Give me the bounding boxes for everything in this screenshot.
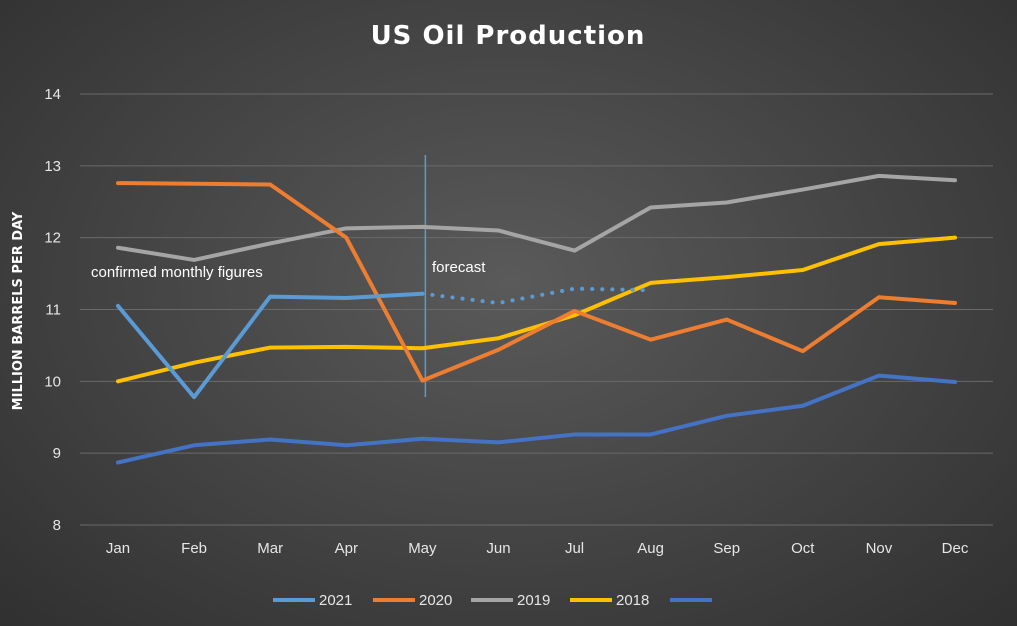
annotations: confirmed monthly figures forecast: [91, 259, 486, 281]
y-tick-label: 13: [44, 158, 61, 175]
series-forecast-line: [420, 286, 653, 306]
y-tick-label: 8: [53, 517, 61, 534]
x-tick-label: Jan: [106, 540, 130, 557]
y-tick-labels: 8 9 10 11 12 13 14: [44, 86, 61, 534]
annotation-confirmed: confirmed monthly figures: [91, 264, 263, 281]
legend-label: 2021: [319, 592, 352, 609]
x-tick-label: Sep: [713, 540, 740, 557]
x-tick-label: Apr: [335, 540, 358, 557]
chart-title: US Oil Production: [371, 21, 646, 51]
annotation-forecast: forecast: [432, 259, 486, 276]
x-tick-label: Aug: [637, 540, 664, 557]
legend: 2021 2020 2019 2018: [273, 592, 712, 609]
y-tick-label: 14: [44, 86, 61, 103]
y-tick-label: 12: [44, 230, 61, 247]
x-tick-label: Mar: [257, 540, 283, 557]
series-line: [116, 235, 957, 384]
series-line: [116, 291, 425, 400]
series-lines: [116, 173, 957, 465]
legend-label: 2019: [517, 592, 550, 609]
x-tick-label: Jul: [565, 540, 584, 557]
x-tick-label: Nov: [866, 540, 893, 557]
legend-label: 2018: [616, 592, 649, 609]
y-tick-label: 11: [45, 302, 61, 319]
x-tick-label: Oct: [791, 540, 815, 557]
x-tick-label: Jun: [486, 540, 510, 557]
series-line: [116, 373, 957, 465]
y-tick-label: 9: [53, 445, 61, 462]
legend-label: 2020: [419, 592, 452, 609]
x-tick-label: Feb: [181, 540, 207, 557]
y-tick-label: 10: [44, 373, 61, 390]
y-axis-label: MILLION BARRELS PER DAY: [11, 211, 26, 410]
series-line: [116, 181, 957, 383]
x-tick-label: Dec: [942, 540, 969, 557]
series-line: [116, 173, 957, 262]
gridlines: [80, 93, 993, 526]
x-tick-label: May: [408, 540, 437, 557]
x-tick-labels: Jan Feb Mar Apr May Jun Jul Aug Sep Oct Nov Dec: [106, 540, 969, 557]
